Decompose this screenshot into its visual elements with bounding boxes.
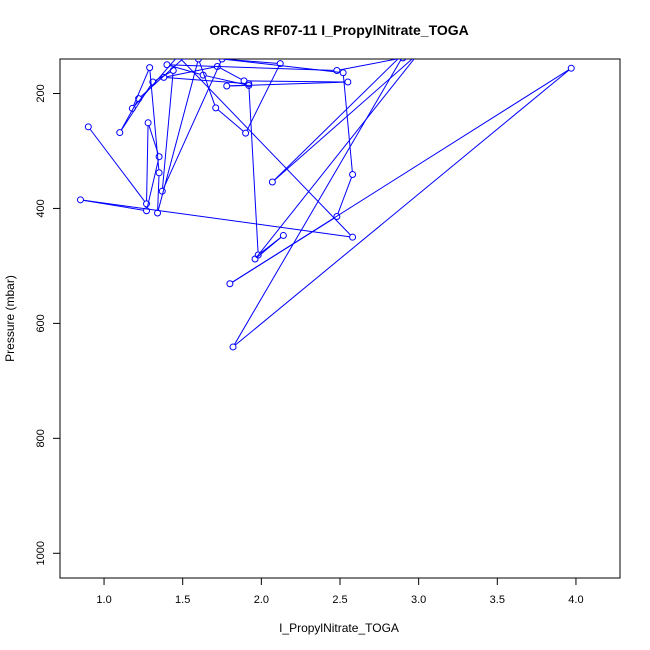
- series-segment: [146, 125, 149, 201]
- data-point: [344, 78, 352, 86]
- series-segment: [256, 59, 415, 257]
- x-tick-label: 4.0: [568, 594, 583, 606]
- data-point: [229, 343, 237, 351]
- data-point: [223, 82, 231, 90]
- data-point: [242, 129, 250, 137]
- data-point: [349, 171, 357, 179]
- x-tick-label: 1.5: [175, 594, 190, 606]
- series-segment: [337, 177, 352, 214]
- series-segment: [229, 81, 345, 87]
- data-point: [218, 59, 226, 63]
- data-point: [403, 48, 409, 54]
- data-point: [254, 251, 262, 259]
- data-point: [199, 71, 207, 79]
- data-point: [183, 59, 188, 60]
- data-point: [116, 129, 124, 137]
- series-segment: [219, 67, 242, 80]
- x-axis-label: I_PropylNitrate_TOGA: [279, 621, 399, 635]
- y-tick-label: 1000: [35, 541, 47, 565]
- data-point: [144, 119, 152, 127]
- data-point: [333, 212, 341, 220]
- y-tick-label: 800: [35, 429, 47, 447]
- data-point: [155, 169, 163, 177]
- series-segment: [155, 71, 171, 81]
- chart-title: ORCAS RF07-11 I_PropylNitrate_TOGA: [209, 22, 469, 38]
- data-point: [84, 123, 92, 131]
- data-point: [251, 255, 259, 263]
- series-segment: [170, 64, 334, 71]
- data-point: [135, 95, 143, 103]
- series-segment: [163, 61, 222, 189]
- data-point: [333, 66, 341, 74]
- series-segment: [169, 65, 201, 75]
- series-segment: [235, 69, 570, 346]
- x-tick-label: 1.0: [96, 594, 111, 606]
- data-point: [276, 60, 284, 68]
- series-segment: [246, 66, 280, 131]
- x-tick-label: 2.0: [254, 594, 269, 606]
- y-tick-label: 400: [35, 199, 47, 217]
- series-segment: [260, 237, 282, 254]
- data-point: [143, 200, 151, 208]
- data-point: [240, 77, 248, 85]
- series-layer: [76, 48, 575, 351]
- data-point: [194, 59, 202, 63]
- data-point: [149, 78, 157, 86]
- data-point: [146, 64, 154, 72]
- y-tick-label: 600: [35, 314, 47, 332]
- data-point: [175, 59, 180, 60]
- x-tick-label: 2.5: [332, 594, 347, 606]
- data-point: [416, 50, 422, 56]
- data-point: [212, 104, 220, 112]
- data-point: [213, 62, 221, 70]
- data-point: [245, 81, 253, 89]
- data-point: [154, 209, 162, 217]
- series-segment: [339, 59, 400, 71]
- x-tick-label: 3.5: [490, 594, 505, 606]
- x-tick-label: 3.0: [411, 594, 426, 606]
- series-segment: [89, 129, 145, 202]
- y-tick-label: 200: [35, 84, 47, 102]
- y-axis-label: Pressure (mbar): [3, 275, 17, 362]
- series-segment: [162, 73, 174, 189]
- data-point: [143, 207, 151, 215]
- data-point: [268, 178, 276, 186]
- series-segment: [217, 109, 244, 132]
- data-point: [399, 59, 407, 62]
- x-axis: 1.0 1.5 2.0 2.5 3.0 3.5 4.0: [96, 577, 584, 606]
- series-segment: [157, 175, 160, 210]
- data-point: [160, 73, 168, 81]
- data-point: [76, 196, 84, 204]
- y-axis: 200 400 600 800 1000: [35, 84, 61, 566]
- series-segment: [83, 199, 350, 238]
- data-point: [169, 66, 177, 74]
- series-segment: [146, 159, 159, 208]
- series-segment: [206, 75, 246, 86]
- data-point: [155, 153, 163, 161]
- series-segment: [232, 69, 569, 283]
- data-point: [128, 104, 136, 112]
- series-segment: [248, 86, 259, 252]
- data-point: [163, 61, 171, 69]
- series-segment: [274, 59, 399, 181]
- data-point: [339, 69, 347, 77]
- plot-frame: [59, 58, 621, 579]
- series-segment: [121, 84, 152, 131]
- data-point: [158, 187, 166, 195]
- series-segment: [120, 101, 138, 131]
- series-segment: [234, 59, 402, 345]
- series-segment: [274, 59, 413, 181]
- series-segment: [166, 77, 246, 84]
- series-segment: [247, 80, 345, 83]
- data-point: [226, 280, 234, 288]
- data-point: [349, 233, 357, 241]
- data-point: [279, 231, 287, 239]
- series-segment: [342, 75, 353, 172]
- data-point: [567, 64, 575, 72]
